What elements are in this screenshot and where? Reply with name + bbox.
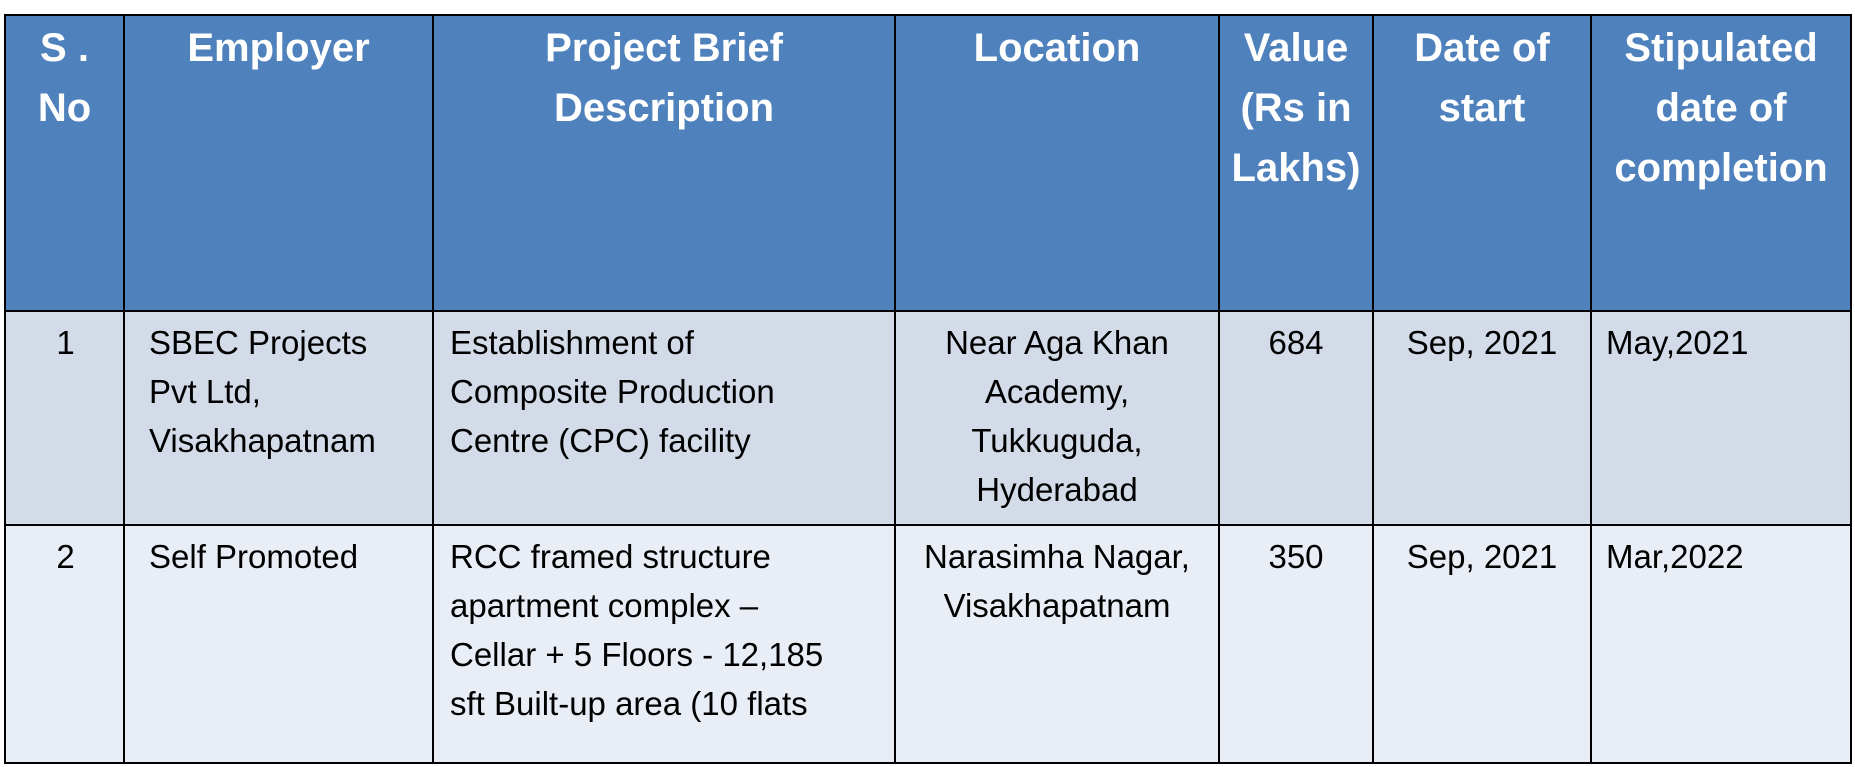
cell-location-line: Near Aga Khan	[945, 324, 1169, 361]
cell-sno: 1	[4, 310, 125, 526]
header-completion-date-line: Stipulated	[1624, 26, 1818, 70]
cell-start-date: Sep, 2021	[1372, 310, 1592, 526]
cell-employer-line: Pvt Ltd,	[149, 373, 261, 410]
cell-employer-line: SBEC Projects	[149, 324, 368, 361]
header-value: Value (Rs in Lakhs)	[1218, 14, 1374, 312]
cell-description: RCC framed structure apartment complex –…	[432, 524, 896, 764]
header-completion-date-line: completion	[1614, 146, 1828, 190]
cell-location-line: Visakhapatnam	[943, 587, 1171, 624]
cell-employer: SBEC Projects Pvt Ltd, Visakhapatnam	[123, 310, 434, 526]
header-location: Location	[894, 14, 1220, 312]
header-employer-line: Employer	[187, 26, 370, 70]
cell-value: 350	[1218, 524, 1374, 764]
header-employer: Employer	[123, 14, 434, 312]
cell-location-line: Hyderabad	[976, 471, 1138, 508]
header-sno: S . No	[4, 14, 125, 312]
cell-description-line: apartment complex –	[450, 587, 759, 624]
cell-description-line: Composite Production	[450, 373, 775, 410]
header-location-line: Location	[973, 26, 1141, 70]
cell-location-line: Narasimha Nagar,	[924, 538, 1190, 575]
header-start-date: Date of start	[1372, 14, 1592, 312]
projects-table-container: S . No Employer Project Brief Descriptio…	[4, 14, 1852, 764]
header-start-date-line: Date of	[1414, 26, 1550, 70]
cell-value: 684	[1218, 310, 1374, 526]
cell-location-line: Academy,	[984, 373, 1130, 410]
cell-description-line: RCC framed structure	[450, 538, 771, 575]
cell-description-line: Centre (CPC) facility	[450, 422, 751, 459]
header-completion-date: Stipulated date of completion	[1590, 14, 1852, 312]
header-sno-line: S .	[40, 26, 89, 70]
cell-description: Establishment of Composite Production Ce…	[432, 310, 896, 526]
cell-employer-line: Self Promoted	[149, 538, 359, 575]
table-row: 1 SBEC Projects Pvt Ltd, Visakhapatnam E…	[4, 310, 1852, 526]
header-completion-date-line: date of	[1655, 86, 1787, 130]
cell-location: Near Aga Khan Academy, Tukkuguda, Hydera…	[894, 310, 1220, 526]
header-description-line: Description	[553, 86, 775, 130]
cell-completion-date: Mar,2022	[1590, 524, 1852, 764]
header-value-line: Value	[1243, 26, 1349, 70]
header-row: S . No Employer Project Brief Descriptio…	[4, 14, 1852, 312]
header-description-line: Project Brief	[545, 26, 783, 70]
cell-start-date: Sep, 2021	[1372, 524, 1592, 764]
table-row: 2 Self Promoted RCC framed structure apa…	[4, 524, 1852, 764]
header-description: Project Brief Description	[432, 14, 896, 312]
cell-description-line: Establishment of	[450, 324, 694, 361]
header-start-date-line: start	[1438, 86, 1526, 130]
header-value-line: Lakhs)	[1231, 146, 1361, 190]
cell-description-line: Cellar + 5 Floors - 12,185	[450, 636, 824, 673]
header-sno-line: No	[37, 86, 92, 130]
cell-location-line: Tukkuguda,	[971, 422, 1143, 459]
cell-location: Narasimha Nagar, Visakhapatnam	[894, 524, 1220, 764]
cell-employer-line: Visakhapatnam	[149, 422, 376, 459]
projects-table: S . No Employer Project Brief Descriptio…	[4, 14, 1852, 764]
cell-completion-date: May,2021	[1590, 310, 1852, 526]
header-value-line: (Rs in	[1240, 86, 1352, 130]
cell-sno: 2	[4, 524, 125, 764]
cell-description-line: sft Built-up area (10 flats	[450, 685, 808, 722]
cell-employer: Self Promoted	[123, 524, 434, 764]
